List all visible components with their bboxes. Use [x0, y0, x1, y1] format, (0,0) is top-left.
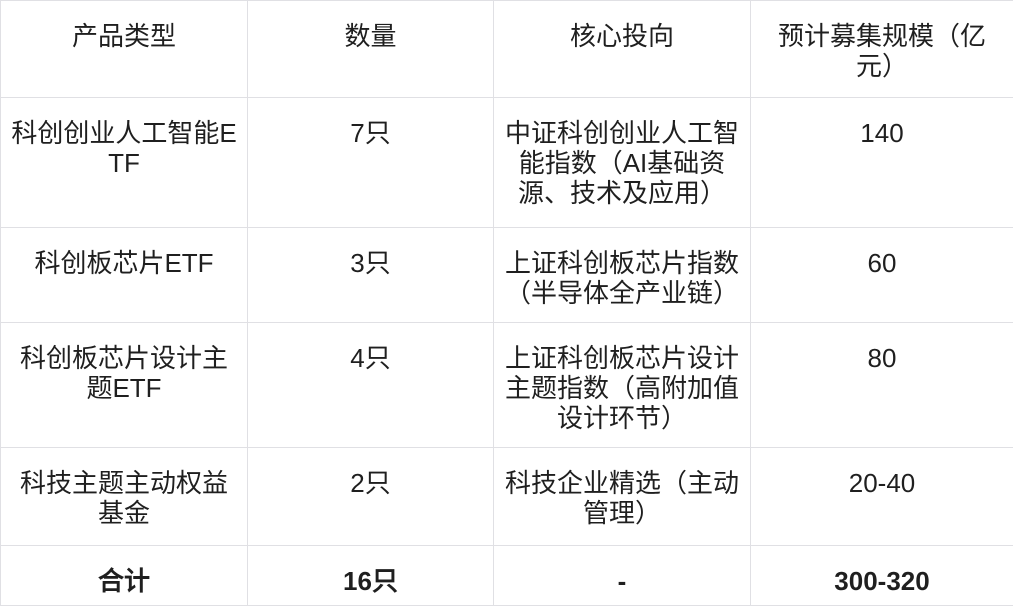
- table-body: 科创创业人工智能E TF 7只 中证科创创业人工智 能指数（AI基础资 源、技术…: [1, 98, 1013, 606]
- cell-core-investment: 中证科创创业人工智 能指数（AI基础资 源、技术及应用）: [494, 98, 751, 228]
- total-row: 合计 16只 - 300-320: [1, 546, 1013, 606]
- cell-quantity: 4只: [248, 323, 494, 448]
- cell-product-type: 科技主题主动权益 基金: [1, 448, 248, 546]
- cell-quantity: 3只: [248, 228, 494, 323]
- total-core-investment: -: [494, 546, 751, 606]
- total-quantity: 16只: [248, 546, 494, 606]
- table-row: 科创板芯片设计主 题ETF 4只 上证科创板芯片设计 主题指数（高附加值 设计环…: [1, 323, 1013, 448]
- cell-product-type: 科创创业人工智能E TF: [1, 98, 248, 228]
- header-quantity: 数量: [248, 1, 494, 98]
- cell-core-investment: 上证科创板芯片指数 （半导体全产业链）: [494, 228, 751, 323]
- total-expected-scale: 300-320: [751, 546, 1013, 606]
- table-row: 科技主题主动权益 基金 2只 科技企业精选（主动 管理） 20-40: [1, 448, 1013, 546]
- cell-product-type: 科创板芯片ETF: [1, 228, 248, 323]
- table-header: 产品类型 数量 核心投向 预计募集规模（亿 元）: [1, 1, 1013, 98]
- cell-core-investment: 上证科创板芯片设计 主题指数（高附加值 设计环节）: [494, 323, 751, 448]
- cell-product-type: 科创板芯片设计主 题ETF: [1, 323, 248, 448]
- cell-quantity: 7只: [248, 98, 494, 228]
- cell-expected-scale: 20-40: [751, 448, 1013, 546]
- table-row: 科创板芯片ETF 3只 上证科创板芯片指数 （半导体全产业链） 60: [1, 228, 1013, 323]
- cell-quantity: 2只: [248, 448, 494, 546]
- total-label: 合计: [1, 546, 248, 606]
- cell-expected-scale: 80: [751, 323, 1013, 448]
- header-row: 产品类型 数量 核心投向 预计募集规模（亿 元）: [1, 1, 1013, 98]
- header-expected-scale: 预计募集规模（亿 元）: [751, 1, 1013, 98]
- cell-core-investment: 科技企业精选（主动 管理）: [494, 448, 751, 546]
- header-core-investment: 核心投向: [494, 1, 751, 98]
- cell-expected-scale: 60: [751, 228, 1013, 323]
- table-row: 科创创业人工智能E TF 7只 中证科创创业人工智 能指数（AI基础资 源、技术…: [1, 98, 1013, 228]
- cell-expected-scale: 140: [751, 98, 1013, 228]
- header-product-type: 产品类型: [1, 1, 248, 98]
